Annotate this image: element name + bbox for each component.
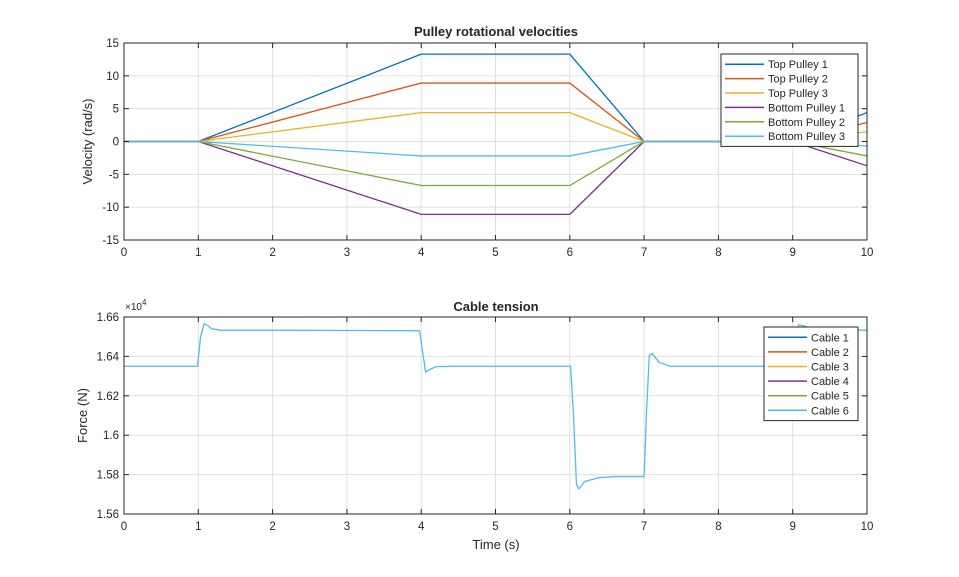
velocity-legend-label-2: Top Pulley 2 <box>768 74 828 86</box>
velocity-x-tick-label: 3 <box>344 247 350 259</box>
tension-legend-label-6: Cable 6 <box>811 405 849 417</box>
velocity-x-tick-label: 8 <box>715 247 721 259</box>
velocity-legend-label-1: Top Pulley 1 <box>768 59 828 71</box>
velocity-y-axis-label: Velocity (rad/s) <box>80 99 95 185</box>
tension-x-tick-label: 5 <box>492 521 498 533</box>
velocity-legend-label-4: Bottom Pulley 1 <box>768 102 845 114</box>
tension-axes: Cable tension ×104 0 1 2 3 4 5 6 7 8 9 10 1.661.64… <box>75 298 873 552</box>
tension-legend-label-5: Cable 5 <box>811 391 849 403</box>
velocity-y-tick-label: -5 <box>109 169 119 181</box>
tension-x-tick-label: 1 <box>195 521 201 533</box>
tension-x-tick-label: 4 <box>418 521 425 533</box>
velocity-x-tick-label: 2 <box>269 247 275 259</box>
velocity-x-tick-label: 9 <box>789 247 795 259</box>
tension-y-tick-label: 1.58 <box>97 470 119 482</box>
tension-y-tick-label: 1.62 <box>97 391 119 403</box>
tension-x-tick-label: 2 <box>269 521 275 533</box>
tension-y-tick-label: 1.56 <box>97 509 119 521</box>
tension-exponent-base: ×10 <box>125 302 142 313</box>
tension-legend-label-3: Cable 3 <box>811 362 849 374</box>
tension-y-tick-label: 1.66 <box>97 312 119 324</box>
velocity-x-tick-label: 7 <box>641 247 647 259</box>
velocity-legend-box <box>720 53 859 147</box>
tension-title: Cable tension <box>453 299 538 314</box>
tension-legend-label-1: Cable 1 <box>811 332 849 344</box>
velocity-legend: Top Pulley 1 Top Pulley 2 Top Pulley 3 Bott… <box>720 53 859 147</box>
tension-x-tick-label: 0 <box>121 521 127 533</box>
tension-exponent-label: ×104 <box>125 298 147 313</box>
velocity-x-tick-label: 6 <box>567 247 573 259</box>
velocity-legend-label-3: Top Pulley 3 <box>768 88 828 100</box>
velocity-y-tick-label: 15 <box>106 38 119 50</box>
velocity-y-tick-label: 5 <box>113 104 119 116</box>
tension-y-axis-label: Force (N) <box>75 388 90 443</box>
velocity-x-tick-label: 5 <box>492 247 498 259</box>
velocity-y-tick-label: -10 <box>102 202 119 214</box>
tension-exponent-power: 4 <box>142 298 147 307</box>
tension-x-tick-label: 9 <box>789 521 795 533</box>
tension-legend-box <box>763 326 859 422</box>
tension-x-axis-label: Time (s) <box>472 537 519 552</box>
velocity-legend-label-5: Bottom Pulley 2 <box>768 117 845 129</box>
tension-legend-label-4: Cable 4 <box>811 376 849 388</box>
tension-x-tick-label: 10 <box>861 521 874 533</box>
tension-x-tick-label: 7 <box>641 521 647 533</box>
velocity-x-tick-label: 0 <box>121 247 127 259</box>
velocity-y-ticks: 15 10 5 0 -5 -10 -15 <box>102 38 867 247</box>
tension-series-lines <box>124 323 867 490</box>
velocity-x-tick-label: 4 <box>418 247 425 259</box>
velocity-y-tick-label: 10 <box>106 71 119 83</box>
tension-legend: Cable 1 Cable 2 Cable 3 Cable 4 Cable 5 Cable… <box>763 326 859 422</box>
velocity-y-tick-label: 0 <box>113 137 119 149</box>
tension-x-tick-label: 8 <box>715 521 721 533</box>
velocity-y-tick-label: -15 <box>102 235 119 247</box>
tension-x-tick-label: 3 <box>344 521 350 533</box>
tension-y-tick-label: 1.6 <box>103 430 119 442</box>
tension-series-line-6 <box>124 323 867 490</box>
tension-legend-label-2: Cable 2 <box>811 347 849 359</box>
tension-x-ticks: 0 1 2 3 4 5 6 7 8 9 10 <box>121 317 874 533</box>
velocity-x-ticks: 0 1 2 3 4 5 6 7 8 9 10 <box>121 43 874 259</box>
velocity-x-tick-label: 10 <box>861 247 874 259</box>
tension-y-tick-label: 1.64 <box>97 351 120 363</box>
velocity-legend-label-6: Bottom Pulley 3 <box>768 131 845 143</box>
velocity-title: Pulley rotational velocities <box>414 24 578 39</box>
tension-x-tick-label: 6 <box>567 521 573 533</box>
velocity-x-tick-label: 1 <box>195 247 201 259</box>
tension-y-ticks: 1.66 1.64 1.62 1.6 1.58 1.56 <box>97 312 867 521</box>
